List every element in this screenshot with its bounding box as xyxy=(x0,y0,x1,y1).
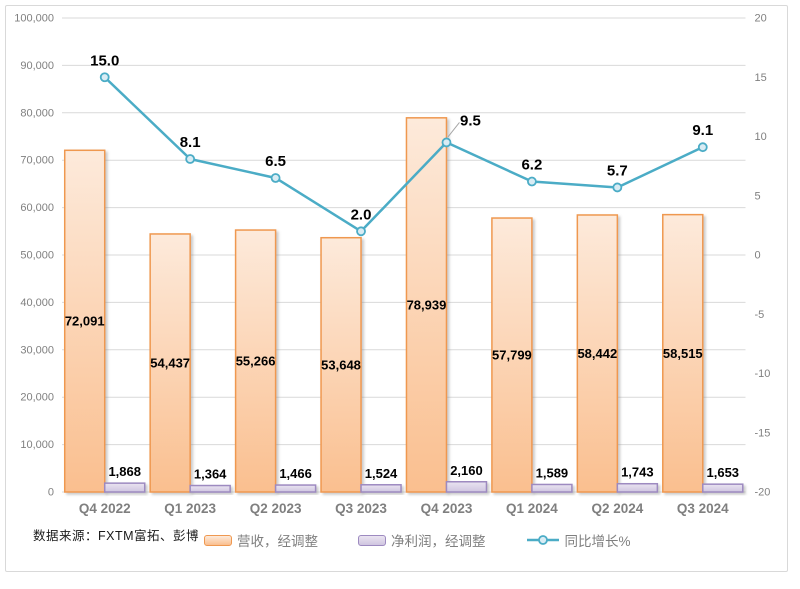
right-axis-tick-label: 20 xyxy=(755,13,767,25)
net-profit-bar xyxy=(702,483,744,493)
net-profit-bar xyxy=(103,482,146,493)
revenue-value-label: 55,266 xyxy=(236,354,276,369)
label-leader-line xyxy=(447,122,460,138)
left-axis-tick-label: 80,000 xyxy=(20,107,54,119)
net-profit-value-label: 2,160 xyxy=(450,463,483,478)
revenue-value-label: 54,437 xyxy=(150,355,190,370)
growth-value-label: 9.1 xyxy=(692,122,713,139)
right-axis-tick-label: -20 xyxy=(755,487,771,499)
category-label: Q3 2024 xyxy=(677,501,729,516)
net-profit-swatch-icon xyxy=(358,534,386,546)
growth-marker xyxy=(441,137,452,148)
category-label: Q2 2023 xyxy=(250,501,302,516)
net-profit-bar xyxy=(616,482,659,493)
left-axis-tick-label: 0 xyxy=(48,487,54,499)
right-axis-tick-label: -15 xyxy=(755,427,771,439)
net-profit-bar xyxy=(531,483,573,493)
growth-marker xyxy=(612,182,623,193)
chart-frame xyxy=(5,5,788,572)
growth-line-swatch-icon xyxy=(526,534,560,546)
net-profit-bar xyxy=(445,481,488,493)
right-axis-tick-label: -10 xyxy=(755,368,771,380)
right-axis-tick-label: 10 xyxy=(755,131,767,143)
growth-marker xyxy=(697,142,708,153)
category-label: Q1 2023 xyxy=(164,501,216,516)
right-axis-tick-label: 15 xyxy=(755,72,767,84)
revenue-value-label: 53,648 xyxy=(321,357,361,372)
growth-marker xyxy=(99,72,110,83)
right-axis-tick-label: -5 xyxy=(755,309,765,321)
growth-value-label: 15.0 xyxy=(90,52,119,69)
legend-item-growth: 同比增长% xyxy=(526,530,631,550)
legend-label-net-profit: 净利润，经调整 xyxy=(391,534,486,549)
left-axis-tick-label: 90,000 xyxy=(20,60,54,72)
legend-item-net-profit: 净利润，经调整 xyxy=(358,530,486,550)
category-label: Q4 2023 xyxy=(421,501,473,516)
net-profit-value-label: 1,743 xyxy=(621,465,654,480)
net-profit-value-label: 1,589 xyxy=(536,465,569,480)
revenue-bar xyxy=(149,233,191,493)
left-axis-tick-label: 30,000 xyxy=(20,344,54,356)
net-profit-bar xyxy=(360,484,402,493)
category-label: Q3 2023 xyxy=(335,501,387,516)
net-profit-bar xyxy=(189,484,231,493)
chart-legend: 营收，经调整 净利润，经调整 同比增长% xyxy=(204,530,631,550)
revenue-swatch-icon xyxy=(204,534,232,546)
right-axis-tick-label: 5 xyxy=(755,190,761,202)
category-label: Q2 2024 xyxy=(591,501,643,516)
legend-item-revenue: 营收，经调整 xyxy=(204,530,318,550)
revenue-value-label: 78,939 xyxy=(407,297,447,312)
net-profit-value-label: 1,364 xyxy=(194,467,227,482)
growth-value-label: 9.5 xyxy=(460,112,481,129)
revenue-bar xyxy=(320,236,362,493)
source-note: 数据来源：FXTM富拓、彭博 xyxy=(33,529,200,543)
legend-label-revenue: 营收，经调整 xyxy=(237,534,318,549)
revenue-bar xyxy=(405,117,448,493)
growth-marker xyxy=(527,176,537,187)
growth-marker xyxy=(270,173,281,183)
revenue-value-label: 72,091 xyxy=(65,314,105,329)
growth-marker xyxy=(356,226,366,237)
revenue-value-label: 57,799 xyxy=(492,348,532,363)
net-profit-value-label: 1,524 xyxy=(365,466,398,481)
growth-value-label: 6.2 xyxy=(521,157,542,174)
net-profit-value-label: 1,868 xyxy=(108,464,141,479)
revenue-value-label: 58,442 xyxy=(577,346,617,361)
legend-label-growth: 同比增长% xyxy=(564,534,631,549)
left-axis-tick-label: 100,000 xyxy=(14,13,54,25)
left-axis-tick-label: 20,000 xyxy=(20,392,54,404)
right-axis-tick-label: 0 xyxy=(755,250,761,262)
growth-marker xyxy=(185,154,196,164)
growth-value-label: 5.7 xyxy=(607,162,628,179)
net-profit-bar xyxy=(274,484,317,493)
net-profit-value-label: 1,653 xyxy=(707,465,740,480)
left-axis-tick-label: 40,000 xyxy=(20,297,54,309)
revenue-bar xyxy=(491,217,533,493)
category-label: Q4 2022 xyxy=(79,501,131,516)
left-axis-tick-label: 70,000 xyxy=(20,155,54,167)
revenue-value-label: 58,515 xyxy=(663,346,703,361)
revenue-bar xyxy=(576,214,619,493)
category-label: Q1 2024 xyxy=(506,501,558,516)
revenue-bar xyxy=(63,149,106,493)
growth-value-label: 2.0 xyxy=(351,206,372,223)
growth-value-label: 6.5 xyxy=(265,153,286,170)
left-axis-tick-label: 50,000 xyxy=(20,250,54,262)
growth-value-label: 8.1 xyxy=(180,134,201,151)
left-axis-tick-label: 60,000 xyxy=(20,202,54,214)
growth-line xyxy=(103,76,705,233)
revenue-bar xyxy=(234,229,277,493)
revenue-bar xyxy=(662,213,704,493)
net-profit-value-label: 1,466 xyxy=(279,466,312,481)
left-axis-tick-label: 10,000 xyxy=(20,439,54,451)
